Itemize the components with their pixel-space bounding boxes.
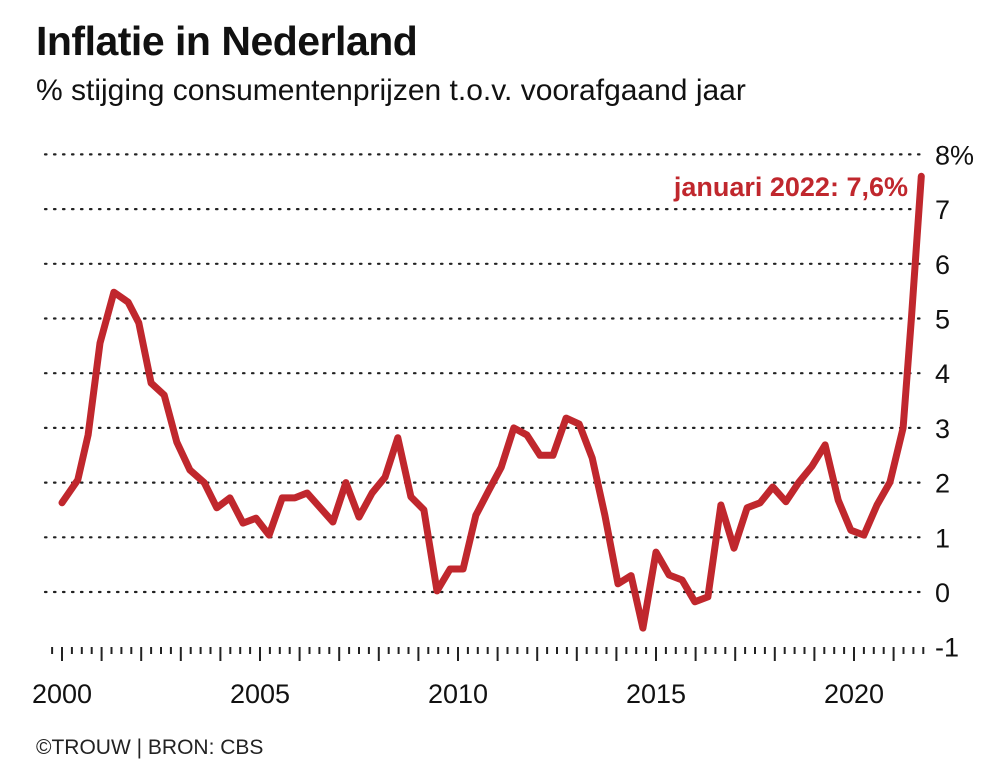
y-tick-label: 8% xyxy=(935,140,974,170)
y-tick-label: -1 xyxy=(935,633,959,663)
y-tick-label: 3 xyxy=(935,414,950,444)
y-tick-label: 0 xyxy=(935,578,950,608)
x-tick-label: 2020 xyxy=(824,679,884,709)
y-tick-label: 2 xyxy=(935,469,950,499)
x-tick-label: 2015 xyxy=(626,679,686,709)
inflation-line xyxy=(58,172,925,632)
y-tick-label: 1 xyxy=(935,523,950,553)
chart-subtitle: % stijging consumentenprijzen t.o.v. voo… xyxy=(36,74,746,107)
x-tick-label: 2010 xyxy=(428,679,488,709)
chart-title: Inflatie in Nederland xyxy=(36,18,418,64)
y-tick-label: 7 xyxy=(935,195,950,225)
y-tick-label: 5 xyxy=(935,305,950,335)
x-tick-label: 2000 xyxy=(32,679,92,709)
y-tick-label: 4 xyxy=(935,359,950,389)
y-tick-label: 6 xyxy=(935,250,950,280)
x-tick-label: 2005 xyxy=(230,679,290,709)
source-credit: ©TROUW | BRON: CBS xyxy=(36,736,264,759)
latest-value-annotation: januari 2022: 7,6% xyxy=(673,172,908,202)
